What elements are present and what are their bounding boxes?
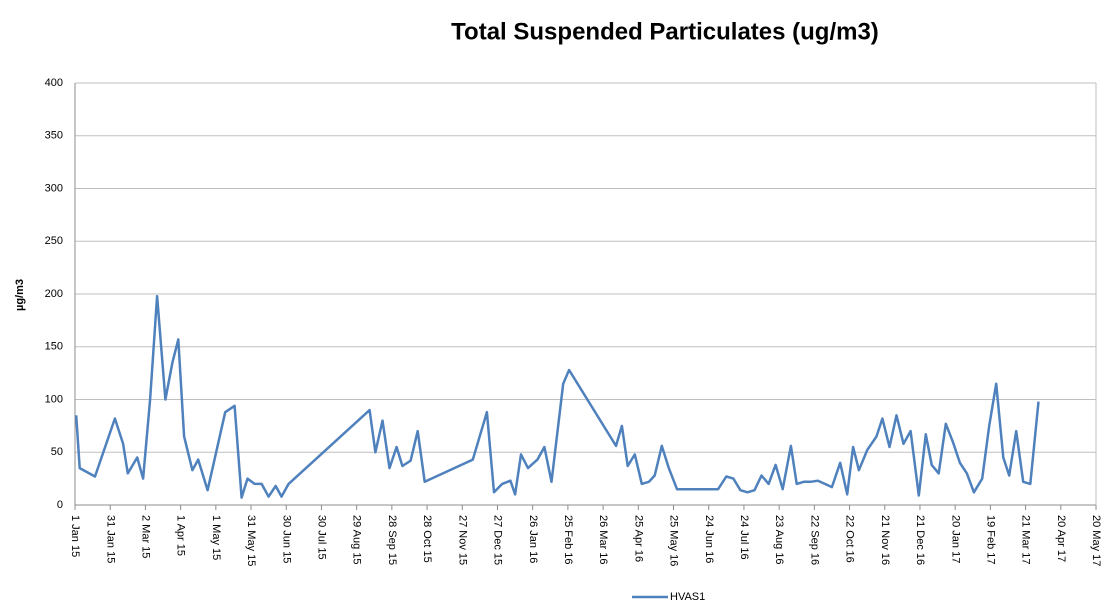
y-tick-label: 100 [45, 393, 63, 405]
x-tick-label: 31 May 15 [245, 515, 257, 566]
x-tick-label: 22 Oct 16 [844, 515, 856, 563]
y-tick-label: 400 [45, 77, 63, 89]
data-line [74, 294, 1040, 499]
x-tick-label: 25 Apr 16 [632, 515, 644, 562]
y-tick-label: 350 [45, 130, 63, 142]
x-tick-label: 21 Mar 17 [1020, 515, 1032, 565]
y-axis-label: µg/m3 [14, 279, 26, 311]
y-tick-label: 150 [45, 341, 63, 353]
x-tick-label: 27 Dec 15 [492, 515, 504, 565]
y-tick-label: 300 [45, 182, 63, 194]
x-tick-label: 29 Aug 15 [351, 515, 363, 565]
x-tick-label: 1 May 15 [210, 515, 222, 560]
y-tick-label: 200 [45, 288, 63, 300]
x-tick-label: 21 Dec 16 [914, 515, 926, 565]
x-tick-label: 1 Jan 15 [69, 515, 81, 557]
x-tick-label: 20 Jan 17 [949, 515, 961, 563]
x-tick-label: 21 Nov 16 [879, 515, 891, 565]
x-tick-label: 1 Apr 15 [175, 515, 187, 556]
x-tick-label: 27 Nov 15 [456, 515, 468, 565]
x-tick-label: 20 Apr 17 [1055, 515, 1067, 562]
x-tick-label: 23 Aug 16 [773, 515, 785, 565]
y-tick-label: 250 [45, 235, 63, 247]
x-tick-label: 22 Sep 16 [808, 515, 820, 565]
x-tick-label: 24 Jul 16 [738, 515, 750, 560]
x-tick-label: 31 Jan 15 [104, 515, 116, 563]
x-tick-label: 28 Sep 15 [386, 515, 398, 565]
x-tick-label: 2 Mar 15 [140, 515, 152, 558]
x-tick-label: 26 Mar 16 [597, 515, 609, 565]
chart-title: Total Suspended Particulates (ug/m3) [451, 18, 879, 45]
x-tick-label: 20 May 17 [1090, 515, 1102, 566]
x-tick-label: 19 Feb 17 [984, 515, 996, 565]
x-tick-label: 26 Jan 16 [527, 515, 539, 563]
x-tick-label: 30 Jul 15 [316, 515, 328, 560]
x-tick-label: 30 Jun 15 [280, 515, 292, 563]
x-tick-label: 25 May 16 [668, 515, 680, 566]
x-tick-label: 25 Feb 16 [562, 515, 574, 565]
legend-label: HVAS1 [670, 591, 705, 603]
x-tick-label: 24 Jun 16 [703, 515, 715, 563]
x-tick-label: 28 Oct 15 [421, 515, 433, 563]
y-tick-label: 0 [57, 499, 63, 511]
y-tick-label: 50 [51, 446, 63, 458]
